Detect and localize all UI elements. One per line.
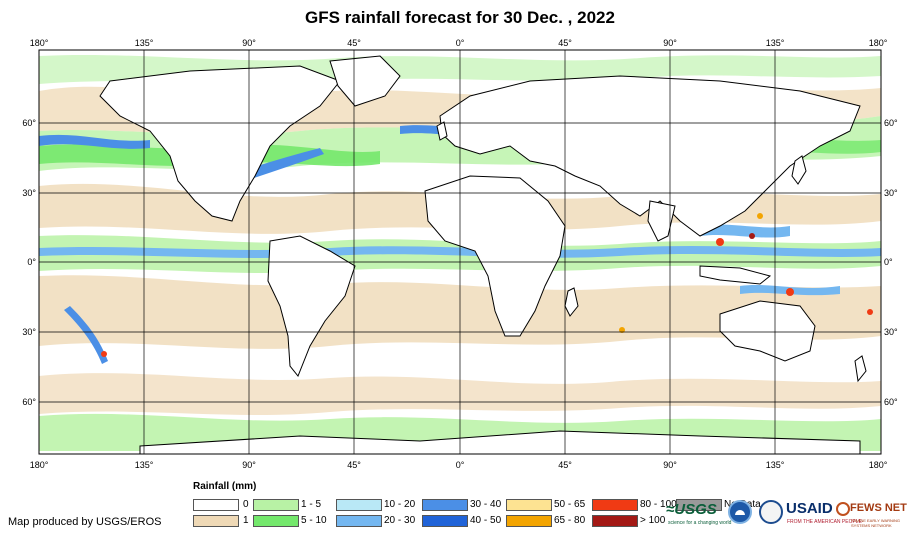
lon-tick-bottom: 45°: [558, 460, 572, 470]
legend-swatch-1: [193, 515, 239, 527]
legend-label-0: 0: [243, 499, 249, 510]
usaid-logo: USAID: [786, 500, 833, 517]
fews-net-tagline: FAMINE EARLY WARNING SYSTEMS NETWORK: [851, 518, 901, 528]
lon-tick-bottom: 180°: [869, 460, 888, 470]
legend-swatch-7: [422, 515, 468, 527]
greenland-shape: [329, 55, 401, 107]
lon-tick-top: 135°: [135, 38, 154, 48]
legend-label-6: 30 - 40: [470, 499, 502, 510]
map-title: GFS rainfall forecast for 30 Dec. , 2022: [305, 8, 615, 27]
legend-label-10: 80 - 100: [640, 499, 677, 510]
legend-label-2: 1 - 5: [301, 499, 322, 510]
world-map-svg: 180° 135° 90° 45° 0° 45° 90° 135° 180° 1…: [22, 38, 898, 470]
north-america-shape: [99, 65, 341, 222]
lat-tick-left: 0°: [27, 257, 36, 267]
lon-tick-top: 0°: [456, 38, 465, 48]
lat-tick-right: 30°: [884, 188, 898, 198]
legend-label-3: 5 - 10: [301, 515, 327, 526]
lat-tick-right: 0°: [884, 257, 893, 267]
legend-label-9: 65 - 80: [554, 515, 586, 526]
usgs-logo: ≈USGS: [666, 501, 717, 518]
lon-tick-top: 180°: [30, 38, 49, 48]
lat-tick-left: 30°: [22, 327, 36, 337]
lon-tick-bottom: 135°: [766, 460, 785, 470]
india-shape: [647, 200, 676, 242]
legend-swatch-6: [422, 499, 468, 511]
lon-tick-top: 90°: [663, 38, 677, 48]
noaa-logo-icon: [728, 500, 752, 524]
lon-tick-top: 135°: [766, 38, 785, 48]
legend-title: Rainfall (mm): [193, 481, 257, 492]
longitude-ticks-top: 180° 135° 90° 45° 0° 45° 90° 135° 180°: [30, 38, 888, 48]
legend-swatch-8: [506, 499, 552, 511]
legend-label-4: 10 - 20: [384, 499, 416, 510]
lat-tick-right: 60°: [884, 118, 898, 128]
usaid-tagline: FROM THE AMERICAN PEOPLE: [787, 519, 862, 525]
legend-swatch-11: [592, 515, 638, 527]
indonesia-shape: [699, 265, 772, 285]
new-zealand-shape: [854, 355, 867, 383]
legend-swatch-2: [253, 499, 299, 511]
lon-tick-bottom: 135°: [135, 460, 154, 470]
australia-shape: [719, 300, 816, 362]
europe-asia-shape: [439, 75, 861, 237]
legend-swatch-10: [592, 499, 638, 511]
latitude-ticks-right: 60° 30° 0° 30° 60°: [884, 118, 898, 407]
legend-swatch-12: [676, 499, 722, 511]
lon-tick-top: 45°: [558, 38, 572, 48]
lon-tick-top: 180°: [869, 38, 888, 48]
legend-label-1: 1: [243, 515, 249, 526]
fews-net-logo: FEWS NET: [850, 502, 907, 514]
legend-label-7: 40 - 50: [470, 515, 502, 526]
lon-tick-bottom: 90°: [242, 460, 256, 470]
lat-tick-left: 60°: [22, 118, 36, 128]
credit-text: Map produced by USGS/EROS: [8, 516, 162, 528]
lon-tick-bottom: 90°: [663, 460, 677, 470]
lon-tick-top: 90°: [242, 38, 256, 48]
rainfall-map: 180° 135° 90° 45° 0° 45° 90° 135° 180° 1…: [0, 36, 920, 476]
legend-label-11: > 100: [640, 515, 666, 526]
lon-tick-bottom: 180°: [30, 460, 49, 470]
legend-swatch-9: [506, 515, 552, 527]
lat-tick-right: 30°: [884, 327, 898, 337]
fews-net-globe-icon: [836, 502, 850, 516]
coastlines: [99, 55, 867, 455]
legend-swatch-3: [253, 515, 299, 527]
lon-tick-top: 45°: [347, 38, 361, 48]
lon-tick-bottom: 0°: [456, 460, 465, 470]
map-frame: [38, 49, 882, 455]
madagascar-shape: [564, 287, 579, 317]
legend-label-8: 50 - 65: [554, 499, 586, 510]
usgs-tagline: science for a changing world: [668, 520, 732, 526]
south-america-shape: [267, 235, 356, 377]
longitude-ticks-bottom: 180° 135° 90° 45° 0° 45° 90° 135° 180°: [30, 460, 888, 470]
legend-swatch-5: [336, 515, 382, 527]
legend-label-5: 20 - 30: [384, 515, 416, 526]
lat-tick-left: 60°: [22, 397, 36, 407]
japan-shape: [791, 155, 807, 185]
lat-tick-right: 60°: [884, 397, 898, 407]
usaid-seal-icon: [759, 500, 783, 524]
lat-tick-left: 30°: [22, 188, 36, 198]
legend-swatch-0: [193, 499, 239, 511]
legend-swatch-4: [336, 499, 382, 511]
latitude-ticks-left: 60° 30° 0° 30° 60°: [22, 118, 36, 407]
lon-tick-bottom: 45°: [347, 460, 361, 470]
graticule: [39, 50, 881, 454]
